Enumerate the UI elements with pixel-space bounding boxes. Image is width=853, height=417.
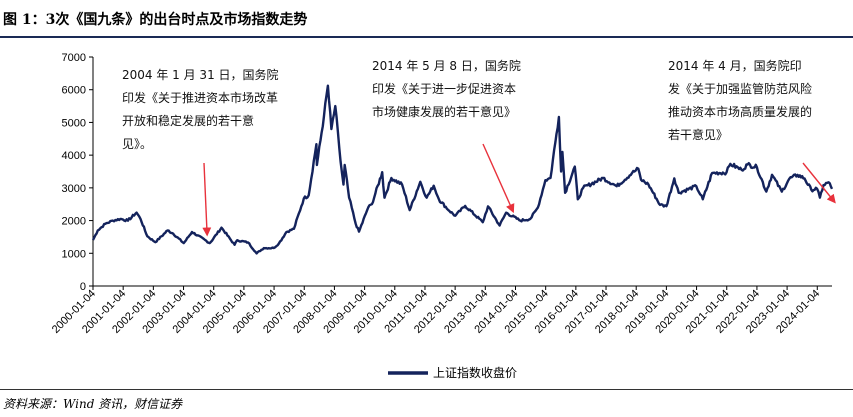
annotation-2: 2014 年 5 月 8 日，国务院印发《关于进一步促进资本市场健康发展的若干意… bbox=[372, 59, 521, 119]
y-tick-label: 7000 bbox=[62, 52, 86, 64]
y-tick-label: 5000 bbox=[62, 117, 86, 129]
series-line-0 bbox=[91, 84, 834, 255]
annotation-arrow-1 bbox=[202, 162, 212, 237]
y-tick-label: 4000 bbox=[62, 150, 86, 162]
source-note: 资料来源：Wind 资讯，财信证券 bbox=[3, 397, 183, 411]
y-tick-label: 2000 bbox=[62, 216, 86, 228]
figure-title: 图 1：3次《国九条》的出台时点及市场指数走势 bbox=[3, 12, 308, 28]
source-rule bbox=[0, 389, 853, 390]
y-tick-label: 0 bbox=[80, 281, 86, 293]
annotation-1: 2004 年 1 月 31 日，国务院印发《关于推进资本市场改革开放和稳定发展的… bbox=[122, 68, 279, 151]
annotation-arrow-3 bbox=[802, 162, 836, 204]
title-rule bbox=[0, 36, 853, 38]
y-tick-label: 3000 bbox=[62, 183, 86, 195]
annotation-arrow-2 bbox=[482, 143, 515, 214]
y-tick-label: 1000 bbox=[62, 248, 86, 260]
index-line-chart: 010002000300040005000600070002000-01-042… bbox=[50, 52, 836, 380]
annotation-3: 2014 年 4 月，国务院印发《关于加强监管防范风险推动资本市场高质量发展的若… bbox=[668, 59, 813, 142]
figure-title-bar: 图 1：3次《国九条》的出台时点及市场指数走势 bbox=[0, 0, 853, 34]
legend-label: 上证指数收盘价 bbox=[433, 365, 517, 380]
y-tick-label: 6000 bbox=[62, 85, 86, 97]
